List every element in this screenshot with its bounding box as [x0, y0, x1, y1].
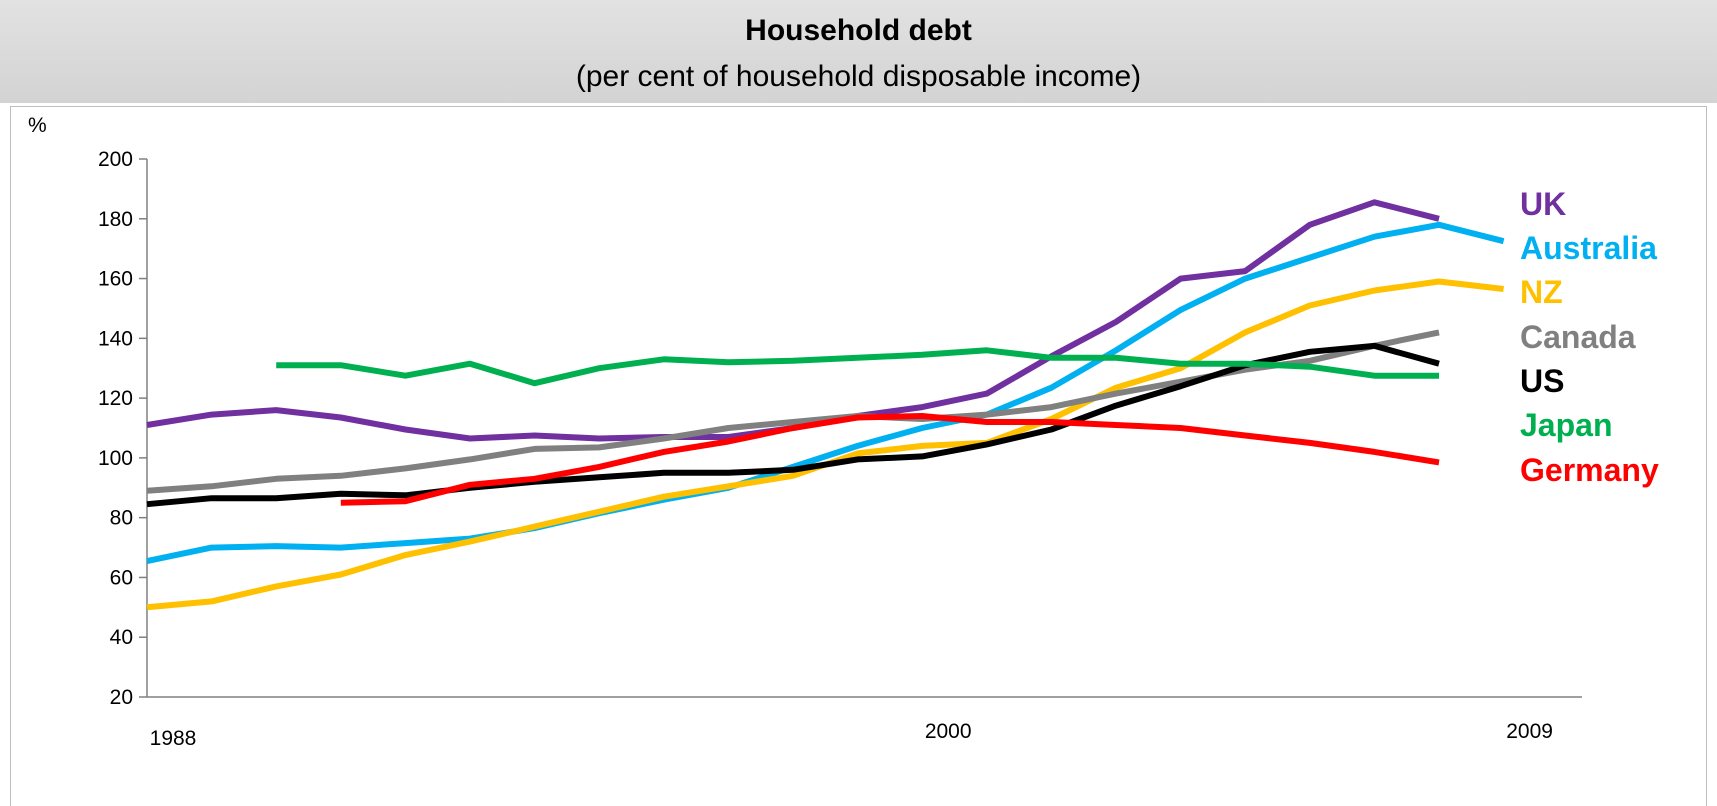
y-tick-label: 180	[98, 208, 133, 231]
chart-frame	[10, 106, 1707, 806]
y-axis-unit-label: %	[28, 114, 47, 137]
series-line-australia	[146, 221, 1505, 564]
legend: UK Australia NZ Canada US Japan Germany	[1520, 186, 1659, 488]
y-axis-ticks: 20 40 60 80 100 120 140 160 180 200	[98, 148, 147, 709]
series-line-uk	[146, 199, 1440, 442]
y-tick-label: 160	[98, 268, 133, 291]
legend-label-australia: Australia	[1520, 230, 1657, 266]
y-tick-label: 120	[98, 387, 133, 410]
legend-label-canada: Canada	[1520, 319, 1636, 355]
x-tick-label: 2009	[1506, 720, 1553, 743]
y-tick-label: 80	[110, 507, 133, 530]
axes	[146, 159, 1582, 698]
y-tick-label: 100	[98, 447, 133, 470]
series-line-japan	[276, 347, 1439, 387]
chart-title: Household debt	[745, 14, 972, 47]
legend-label-us: US	[1520, 363, 1564, 399]
y-tick-label: 200	[98, 148, 133, 171]
chart-header: Household debt (per cent of household di…	[0, 0, 1717, 103]
legend-label-germany: Germany	[1520, 452, 1659, 488]
y-tick-label: 20	[110, 686, 133, 709]
series-lines	[146, 199, 1505, 611]
legend-label-uk: UK	[1520, 186, 1566, 222]
series-line-us	[146, 342, 1440, 508]
x-axis-ticks: 1988 2000 2009	[150, 720, 1553, 750]
y-tick-label: 140	[98, 327, 133, 350]
series-line-germany	[340, 413, 1440, 506]
x-tick-label: 2000	[925, 720, 972, 743]
chart-subtitle: (per cent of household disposable income…	[575, 60, 1142, 93]
legend-label-nz: NZ	[1520, 274, 1563, 310]
y-tick-label: 40	[110, 626, 133, 649]
y-tick-label: 60	[110, 566, 133, 589]
x-tick-label: 1988	[150, 727, 197, 750]
legend-label-japan: Japan	[1520, 407, 1612, 443]
